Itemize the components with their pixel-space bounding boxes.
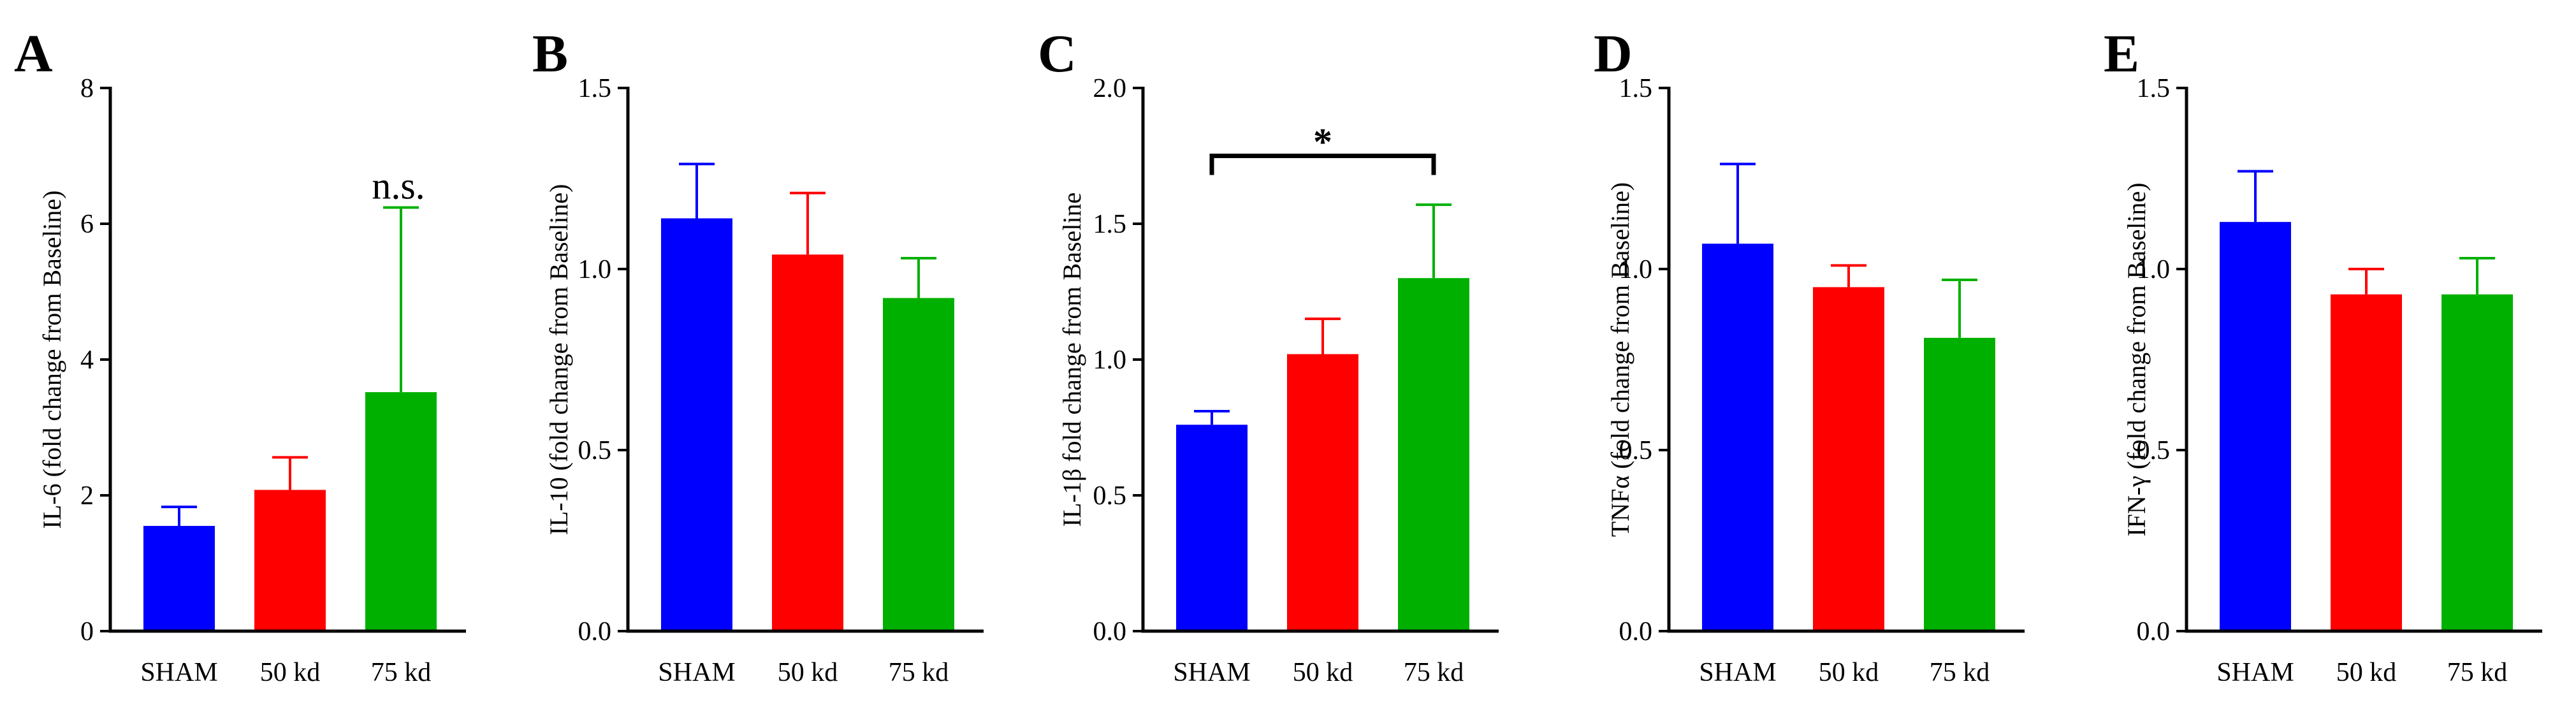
bar <box>1702 244 1773 631</box>
y-tick-label: 0.0 <box>1093 617 1127 646</box>
bar <box>1287 354 1358 631</box>
panel-letter: B <box>532 24 568 84</box>
y-axis-label: IL-6 (fold change from Baseline) <box>38 191 66 529</box>
bar <box>1924 337 1995 631</box>
x-tick-label: SHAM <box>1699 658 1776 687</box>
panel-letter: A <box>14 24 53 84</box>
y-tick-label: 1.0 <box>1619 255 1653 284</box>
bar <box>2331 294 2402 631</box>
y-tick-label: 1.0 <box>1093 346 1127 375</box>
significance-bracket <box>1209 154 1436 175</box>
y-tick-label: 1.0 <box>2137 255 2171 284</box>
x-tick-label: 50 kd <box>1293 658 1353 687</box>
y-tick-label: 2 <box>80 481 94 511</box>
panel-letter: E <box>2104 24 2139 84</box>
x-tick-label: 75 kd <box>889 658 949 687</box>
y-axis-label: IL-10 (fold change from Baseline) <box>544 184 573 536</box>
y-tick-label: 0.5 <box>578 436 612 465</box>
y-tick-label: 4 <box>80 346 94 375</box>
panel-d: D TNFα (fold change from Baseline) 0.0 0.5 1… <box>1594 24 2025 687</box>
y-tick-label: 1.5 <box>1619 74 1653 103</box>
x-tick-label: 75 kd <box>371 658 432 687</box>
y-tick-label: 0.5 <box>2137 436 2171 465</box>
bar <box>143 525 215 631</box>
x-tick-label: 50 kd <box>1819 658 1879 687</box>
y-tick-label: 0.0 <box>1619 617 1653 646</box>
bar <box>254 490 326 631</box>
panel-letter: C <box>1038 24 1077 84</box>
panel-b: B IL-10 (fold change from Baseline) 0.0 0.5… <box>532 24 984 687</box>
bar <box>1398 278 1469 631</box>
x-tick-label: SHAM <box>140 658 217 687</box>
x-tick-label: SHAM <box>2216 658 2294 687</box>
panel-a: A IL-6 (fold change from Baseline) 0 2 4 6 8 SH… <box>14 24 466 687</box>
significance-label: * <box>1313 121 1332 163</box>
y-tick-label: 1.0 <box>578 255 612 284</box>
bar <box>1813 287 1884 631</box>
y-axis-label: IFN-γ (fold change from Baseline) <box>2122 182 2151 536</box>
bar <box>2441 294 2513 631</box>
y-axis-label: IL-1β fold change from Baseline <box>1058 193 1086 527</box>
y-tick-label: 0.0 <box>578 617 612 646</box>
y-tick-label: 0.5 <box>1093 481 1127 511</box>
bar <box>365 392 437 631</box>
x-tick-label: 50 kd <box>2336 658 2397 687</box>
bar <box>661 218 732 632</box>
bar <box>772 254 843 631</box>
panel-e: E IFN-γ (fold change from Baseline) 0.0 0.5… <box>2104 24 2542 687</box>
bar <box>1176 425 1248 631</box>
y-tick-label: 1.5 <box>1093 210 1127 239</box>
y-tick-label: 0.0 <box>2137 617 2171 646</box>
y-tick-label: 8 <box>80 74 94 103</box>
x-tick-label: SHAM <box>1173 658 1250 687</box>
x-tick-label: 75 kd <box>1404 658 1464 687</box>
y-tick-label: 0.5 <box>1619 436 1653 465</box>
bar <box>883 298 954 631</box>
panel-c: C IL-1β fold change from Baseline 0.0 0.5 1.… <box>1038 24 1499 687</box>
x-tick-label: 75 kd <box>2447 658 2508 687</box>
panel-letter: D <box>1594 24 1633 84</box>
y-axis-label: TNFα (fold change from Baseline) <box>1606 182 1634 537</box>
y-tick-label: 6 <box>80 210 94 239</box>
x-tick-label: 50 kd <box>778 658 838 687</box>
x-tick-label: 50 kd <box>260 658 321 687</box>
y-tick-label: 2.0 <box>1093 74 1127 103</box>
x-tick-label: 75 kd <box>1930 658 1990 687</box>
annotation-label: n.s. <box>372 164 425 207</box>
x-tick-label: SHAM <box>658 658 735 687</box>
y-tick-label: 0 <box>80 617 94 646</box>
bar <box>2220 222 2291 631</box>
y-tick-label: 1.5 <box>2137 74 2171 103</box>
y-tick-label: 1.5 <box>578 74 612 103</box>
